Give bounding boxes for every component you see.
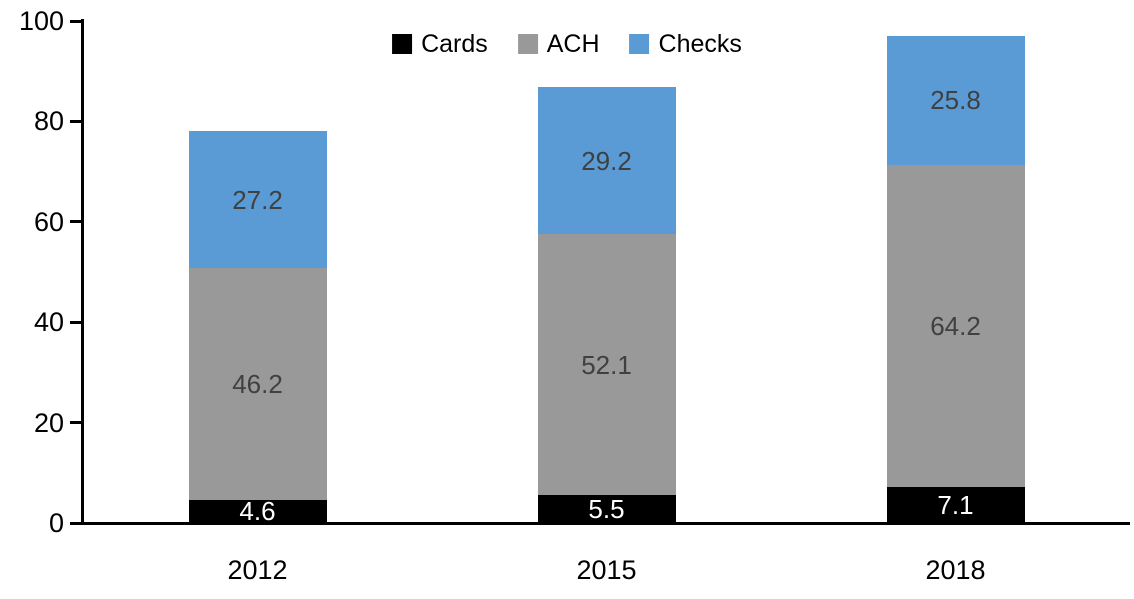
y-tick-label: 40 <box>33 307 64 338</box>
y-tick-mark <box>70 119 83 123</box>
y-tick-label: 100 <box>18 6 64 36</box>
y-tick-label: 20 <box>33 407 64 438</box>
bar-segment-cards: 4.6 <box>188 496 327 527</box>
legend-label: Cards <box>421 30 488 58</box>
bar-segment-label: 5.5 <box>588 494 625 525</box>
x-axis-line <box>81 522 1130 525</box>
legend-item-cards: Cards <box>392 31 488 57</box>
chart-legend: Cards ACH Checks <box>392 31 742 57</box>
bar-segment-checks: 25.8 <box>886 35 1025 166</box>
bar-segment-ach: 64.2 <box>886 165 1025 488</box>
bar-segment-ach: 52.1 <box>537 233 676 496</box>
x-tick-label: 2018 <box>925 555 986 585</box>
bar-segment-label: 4.6 <box>239 496 276 527</box>
legend-label: Checks <box>658 30 742 58</box>
x-tick-label: 2015 <box>576 555 637 585</box>
y-tick-mark <box>70 19 83 23</box>
bar-segment-label: 29.2 <box>581 145 632 176</box>
bar-segment-label: 27.2 <box>232 184 283 215</box>
bar-segment-label: 46.2 <box>232 368 283 399</box>
bar-segment-label: 25.8 <box>930 85 981 116</box>
y-tick-mark <box>70 220 83 224</box>
legend-swatch-icon <box>517 34 538 54</box>
bar-segment-cards: 5.5 <box>537 494 676 525</box>
bar-2012: 27.2 46.2 4.6 <box>188 131 327 527</box>
y-tick-label: 0 <box>48 508 64 538</box>
y-tick-mark <box>70 521 83 525</box>
bar-segment-label: 7.1 <box>937 490 974 521</box>
legend-item-ach: ACH <box>517 30 600 58</box>
y-axis-line <box>81 19 84 525</box>
bar-2015: 29.2 52.1 5.5 <box>537 87 676 525</box>
legend-item-checks: Checks <box>629 30 742 58</box>
bar-segment-label: 64.2 <box>930 311 981 342</box>
legend-label: ACH <box>546 30 600 58</box>
bar-2018: 25.8 64.2 7.1 <box>886 35 1025 523</box>
bar-segment-checks: 29.2 <box>537 87 676 234</box>
y-tick-mark <box>70 421 83 425</box>
bar-segment-ach: 46.2 <box>188 267 327 500</box>
legend-swatch-icon <box>392 34 413 54</box>
y-tick-mark <box>70 320 83 324</box>
bar-segment-label: 52.1 <box>581 349 632 380</box>
y-tick-label: 80 <box>33 106 64 137</box>
bar-segment-checks: 27.2 <box>188 131 327 268</box>
y-tick-label: 60 <box>33 206 64 237</box>
bar-segment-cards: 7.1 <box>886 487 1025 523</box>
x-tick-label: 2012 <box>227 555 288 585</box>
legend-swatch-icon <box>629 34 650 54</box>
